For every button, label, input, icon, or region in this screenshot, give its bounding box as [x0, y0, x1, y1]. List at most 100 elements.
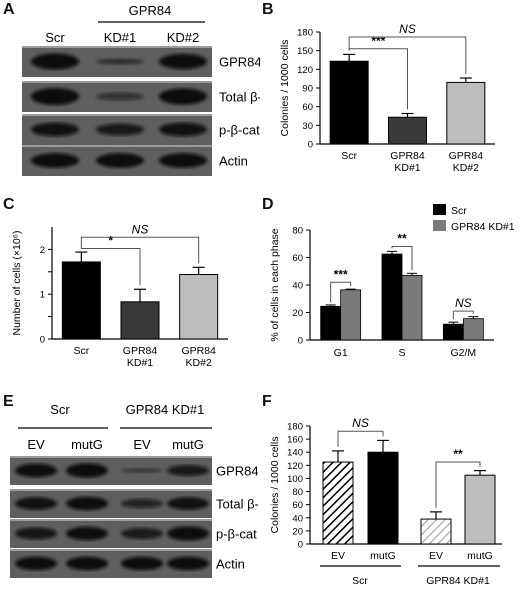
blot-band — [121, 556, 163, 571]
x-tick-label: mutG — [467, 550, 493, 562]
blot-band — [15, 556, 57, 571]
group-label: Scr — [50, 402, 70, 417]
blot-band — [96, 92, 144, 101]
blot-strip-edge — [22, 46, 212, 48]
y-tick-label: 0 — [308, 140, 313, 151]
significance-label: * — [108, 234, 113, 248]
x-tick-label: KD#1 — [394, 162, 420, 174]
bar — [462, 318, 484, 341]
blot-band — [167, 464, 209, 477]
x-tick-label: GPR84 — [123, 345, 158, 357]
y-axis-label: % of cells in each phase — [269, 228, 281, 341]
y-tick-label: 60 — [292, 253, 303, 264]
significance-label: *** — [334, 267, 348, 281]
y-axis-label: Number of cells (×10⁶) — [11, 231, 23, 336]
group-label: GPR84 — [129, 3, 172, 18]
bar — [381, 253, 403, 341]
blot-band — [15, 497, 57, 510]
chart-b-colonies: 0 30 60 90 120 150 180 Colonies / 1000 cells Scr… — [279, 22, 495, 174]
y-tick-label: 180 — [287, 422, 303, 433]
legend-swatch — [433, 220, 446, 231]
blot-band — [96, 58, 144, 65]
significance-bracket — [435, 461, 481, 508]
x-tick-label: KD#2 — [186, 357, 212, 369]
blot-strip-edge — [22, 81, 212, 83]
bar — [120, 301, 160, 340]
y-tick-label: 1 — [40, 290, 45, 301]
significance-bracket — [391, 246, 413, 271]
y-tick-label: 2 — [40, 245, 45, 256]
blot-strip-edge — [10, 456, 212, 458]
significance-label: NS — [399, 22, 416, 36]
y-tick-label: 40 — [292, 281, 303, 292]
y-axis-label: Colonies / 1000 cells — [279, 40, 291, 137]
lane-label: mutG — [172, 437, 204, 452]
y-tick-label: 20 — [292, 526, 303, 537]
blot-strip-edge — [22, 114, 212, 116]
x-tick-label: KD#1 — [127, 357, 153, 369]
western-blot-e: Scr GPR84 KD#1 EV mutG EV mutG GPR84 Total β-ca… — [10, 402, 258, 578]
blot-row-label: p-β-cat — [216, 527, 257, 542]
y-tick-label: 0 — [298, 336, 303, 347]
bar — [329, 60, 369, 145]
y-tick-label: 100 — [287, 474, 303, 485]
group-label: Scr — [352, 575, 368, 587]
y-tick-label: 180 — [297, 28, 313, 39]
blot-band — [15, 527, 57, 540]
y-tick-label: 80 — [292, 226, 303, 237]
blot-band — [167, 556, 209, 571]
bar — [320, 305, 342, 341]
panel-label-c: C — [3, 196, 15, 213]
blot-band — [31, 153, 79, 168]
x-tick-label: GPR84 — [449, 150, 484, 162]
blot-band — [15, 463, 57, 478]
significance-bracket — [452, 310, 474, 320]
bar — [464, 474, 496, 545]
y-tick-label: 160 — [287, 435, 303, 446]
x-tick-label: Scr — [73, 345, 89, 357]
y-tick-label: 140 — [287, 448, 303, 459]
blot-band — [167, 497, 209, 510]
blot-row-label: Total β-cat — [216, 497, 258, 512]
blot-band — [121, 498, 163, 509]
blot-row-label: Total β-cat — [219, 90, 260, 105]
x-tick-label: G1 — [334, 347, 348, 359]
significance-bracket — [80, 248, 141, 286]
y-tick-label: 80 — [292, 487, 303, 498]
blot-row-label: GPR84 — [219, 55, 260, 70]
western-blot-a: Scr KD#1 KD#2 GPR84 GPR84 Total β-cat p-β-cat A… — [22, 3, 260, 176]
lane-label: KD#2 — [167, 30, 200, 45]
x-tick-label: EV — [331, 550, 345, 562]
y-tick-label: 20 — [292, 308, 303, 319]
blot-band — [159, 122, 207, 137]
bar — [340, 289, 362, 341]
blot-band — [167, 526, 209, 541]
blot-strip-edge — [22, 145, 212, 147]
y-tick-label: 0 — [40, 335, 45, 346]
blot-strip-edge — [10, 489, 212, 491]
chart-d-cell-cycle: 0 20 40 60 80 % of cells in each phase G1 S G2/M… — [269, 204, 515, 359]
y-tick-label: 90 — [302, 84, 313, 95]
blot-band — [31, 87, 79, 106]
significance-bracket — [80, 236, 200, 264]
blot-band — [121, 527, 163, 540]
lane-label: EV — [133, 437, 151, 452]
significance-label: NS — [132, 222, 149, 236]
blot-band — [96, 123, 144, 136]
blot-band — [66, 526, 108, 541]
group-label: GPR84 KD#1 — [126, 402, 205, 417]
group-label: GPR84 KD#1 — [426, 575, 490, 587]
legend-label: GPR84 KD#1 — [451, 221, 515, 233]
x-tick-label: G2/M — [450, 347, 476, 359]
panel-label-b: B — [262, 1, 274, 18]
significance-label: ** — [397, 232, 407, 246]
significance-label: ** — [453, 447, 463, 461]
significance-label: NS — [352, 416, 369, 430]
bar — [367, 451, 399, 545]
y-tick-label: 0 — [298, 540, 303, 551]
blot-strip-edge — [10, 519, 212, 521]
bar — [179, 273, 219, 340]
blot-row-label: Actin — [216, 557, 245, 572]
significance-label: *** — [371, 34, 385, 48]
panel-label-e: E — [3, 393, 14, 410]
